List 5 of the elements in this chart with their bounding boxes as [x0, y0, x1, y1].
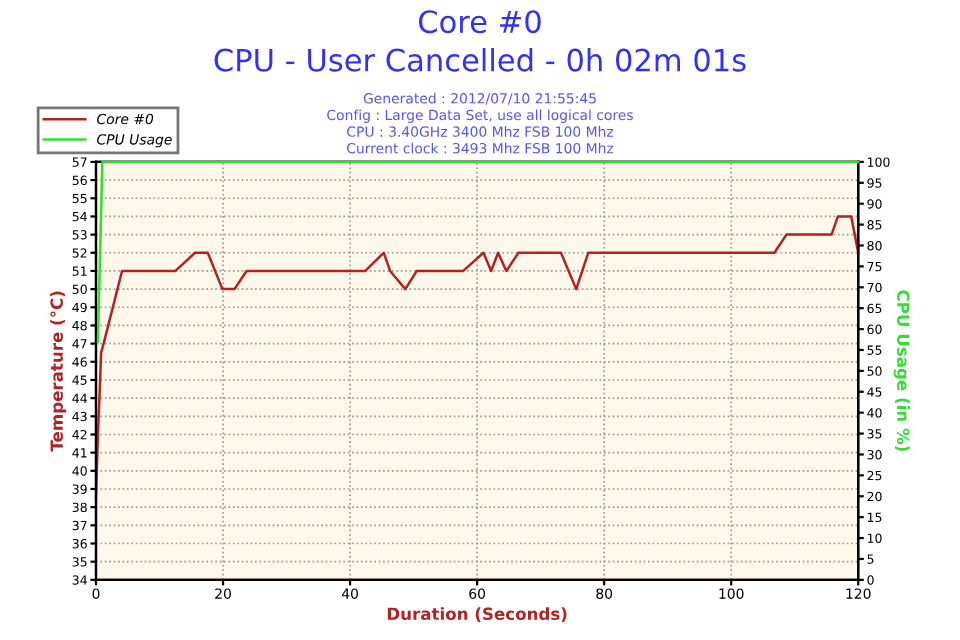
y-axis-title: Temperature (°C) — [50, 291, 67, 452]
chart-title: Core #0 — [418, 10, 541, 34]
chart-subtitle: CPU - User Cancelled - 0h 02m 01s — [214, 48, 746, 72]
y2-axis-title: CPU Usage (in %) — [893, 290, 910, 451]
x-axis-title: Duration (Seconds) — [387, 607, 567, 623]
